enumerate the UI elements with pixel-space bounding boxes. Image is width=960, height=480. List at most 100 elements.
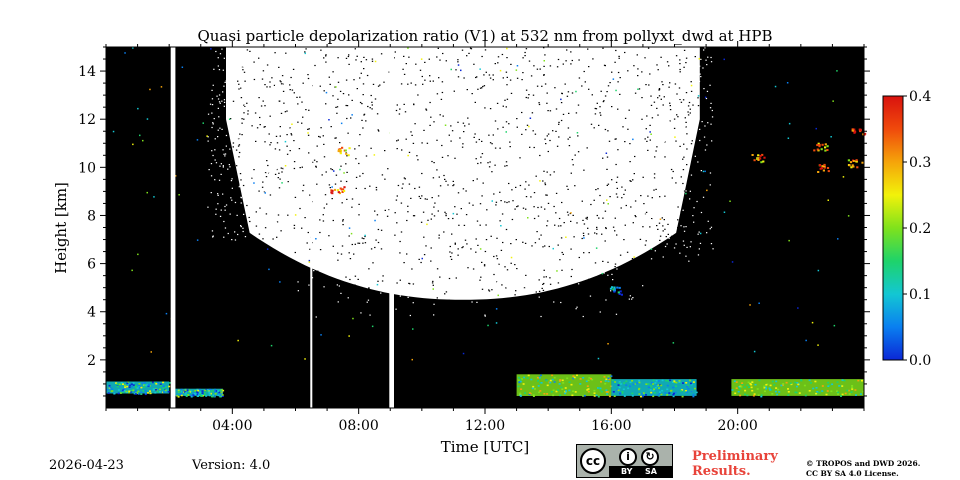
- speckle-pixel: [309, 248, 311, 250]
- aerosol-pixel: [205, 388, 208, 391]
- aerosol-pixel: [798, 392, 801, 394]
- speckle-pixel: [223, 220, 225, 223]
- speckle-pixel: [283, 216, 286, 218]
- speckle-pixel: [663, 140, 665, 143]
- speckle-pixel: [279, 126, 281, 128]
- speckle-pixel: [510, 262, 512, 264]
- speckle-pixel: [237, 80, 239, 82]
- noise-pixel: [510, 256, 513, 259]
- aerosol-pixel: [117, 389, 120, 391]
- speckle-pixel: [592, 269, 594, 271]
- speckle-pixel: [438, 237, 440, 239]
- speckle-pixel: [444, 211, 446, 213]
- aerosol-pixel: [748, 386, 750, 388]
- speckle-pixel: [514, 294, 516, 296]
- speckle-pixel: [650, 93, 652, 95]
- speckle-pixel: [616, 268, 618, 270]
- aerosol-pixel: [735, 381, 738, 383]
- noise-pixel: [753, 350, 756, 353]
- aerosol-pixel: [147, 392, 149, 394]
- speckle-pixel: [284, 200, 286, 202]
- noise-pixel: [685, 192, 687, 195]
- aerosol-pixel: [551, 378, 554, 381]
- speckle-pixel: [394, 51, 396, 53]
- speckle-pixel: [598, 260, 600, 262]
- speckle-pixel: [667, 233, 669, 235]
- speckle-pixel: [680, 211, 682, 213]
- aerosol-pixel: [641, 395, 644, 398]
- speckle-pixel: [529, 146, 531, 148]
- speckle-pixel: [268, 173, 270, 175]
- aerosol-pixel: [746, 394, 749, 397]
- speckle-pixel: [707, 122, 709, 124]
- aerosol-pixel: [737, 390, 740, 393]
- speckle-pixel: [289, 145, 291, 147]
- speckle-pixel: [283, 167, 285, 169]
- speckle-pixel: [262, 163, 264, 165]
- speckle-pixel: [459, 301, 461, 303]
- aerosol-pixel: [690, 383, 693, 386]
- speckle-pixel: [279, 135, 281, 137]
- aerosol-pixel: [152, 389, 155, 392]
- speckle-pixel: [499, 147, 501, 149]
- speckle-pixel: [207, 140, 209, 142]
- speckle-pixel: [262, 276, 265, 278]
- speckle-pixel: [631, 298, 633, 300]
- speckle-pixel: [560, 102, 563, 104]
- speckle-pixel: [653, 101, 656, 103]
- speckle-pixel: [625, 296, 627, 298]
- speckle-pixel: [586, 218, 588, 220]
- speckle-pixel: [240, 97, 243, 99]
- speckle-pixel: [423, 236, 425, 238]
- speckle-pixel: [276, 221, 279, 223]
- speckle-pixel: [302, 116, 304, 118]
- cc-license-badge: cc i ↻ BY SA: [576, 444, 673, 478]
- speckle-pixel: [673, 247, 676, 249]
- speckle-pixel: [637, 75, 639, 77]
- speckle-pixel: [593, 199, 595, 201]
- speckle-pixel: [589, 308, 591, 310]
- aerosol-pixel: [138, 387, 141, 389]
- speckle-pixel: [466, 243, 468, 245]
- speckle-pixel: [285, 87, 287, 89]
- speckle-pixel: [692, 52, 695, 54]
- speckle-pixel: [224, 227, 227, 229]
- speckle-pixel: [680, 128, 683, 130]
- speckle-pixel: [626, 284, 628, 286]
- speckle-pixel: [475, 158, 477, 160]
- speckle-pixel: [651, 117, 654, 119]
- cloud-pixel: [855, 159, 858, 162]
- cloud-pixel: [817, 142, 820, 145]
- speckle-pixel: [233, 54, 235, 57]
- speckle-pixel: [546, 225, 548, 227]
- aerosol-pixel: [760, 395, 763, 398]
- speckle-pixel: [605, 227, 607, 229]
- noise-pixel: [774, 85, 777, 88]
- speckle-pixel: [281, 75, 284, 77]
- cloud-pixel: [847, 159, 850, 162]
- speckle-pixel: [532, 130, 534, 132]
- speckle-pixel: [635, 300, 637, 302]
- speckle-pixel: [255, 200, 257, 202]
- speckle-pixel: [685, 190, 687, 192]
- speckle-pixel: [577, 306, 580, 308]
- speckle-pixel: [608, 278, 610, 281]
- aerosol-layers: [106, 374, 865, 398]
- speckle-pixel: [238, 169, 240, 171]
- speckle-pixel: [439, 114, 441, 116]
- noise-pixel: [206, 135, 208, 137]
- speckle-pixel: [433, 162, 435, 164]
- speckle-pixel: [232, 142, 235, 144]
- speckle-pixel: [522, 309, 524, 311]
- speckle-pixel: [249, 220, 251, 223]
- speckle-pixel: [473, 259, 476, 261]
- speckle-pixel: [683, 108, 686, 110]
- speckle-pixel: [278, 199, 281, 201]
- speckle-pixel: [514, 264, 516, 266]
- speckle-pixel: [472, 268, 475, 270]
- speckle-pixel: [436, 139, 438, 141]
- speckle-pixel: [225, 80, 227, 82]
- speckle-pixel: [291, 89, 294, 91]
- speckle-pixel: [545, 194, 547, 196]
- speckle-pixel: [678, 249, 681, 251]
